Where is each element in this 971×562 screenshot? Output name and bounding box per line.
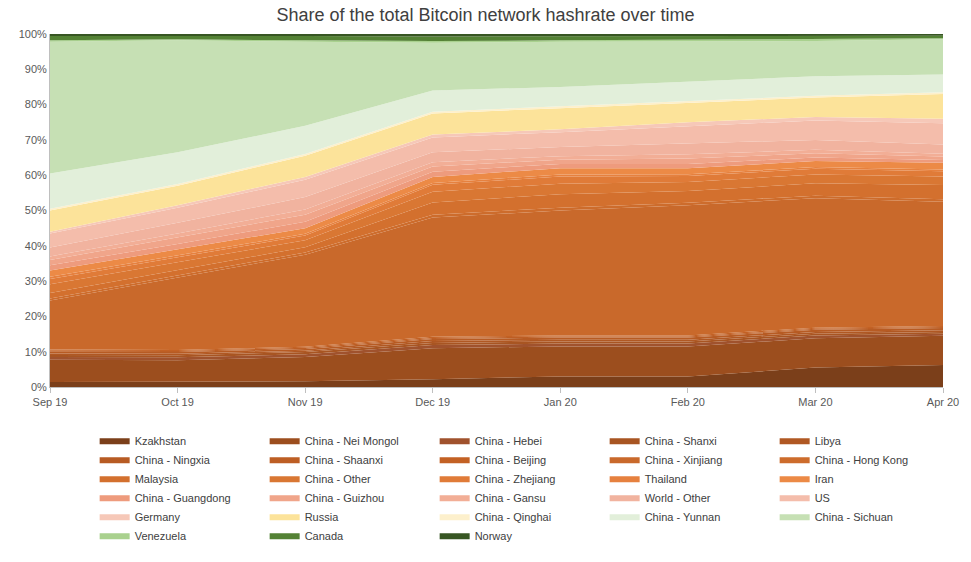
svg-text:Venezuela: Venezuela [135,530,187,542]
svg-text:Canada: Canada [305,530,344,542]
svg-text:Russia: Russia [305,511,340,523]
svg-text:Kzakhstan: Kzakhstan [135,435,186,447]
svg-text:China - Shanxi: China - Shanxi [645,435,717,447]
svg-text:China - Yunnan: China - Yunnan [645,511,721,523]
svg-text:Iran: Iran [815,473,834,485]
svg-text:China - Xinjiang: China - Xinjiang [645,454,723,466]
svg-text:60%: 60% [25,169,47,181]
svg-text:China - Qinghai: China - Qinghai [475,511,551,523]
svg-text:Malaysia: Malaysia [135,473,179,485]
svg-text:Thailand: Thailand [645,473,687,485]
svg-text:China - Hebei: China - Hebei [475,435,542,447]
svg-text:China - Shaanxi: China - Shaanxi [305,454,383,466]
svg-text:China - Hong Kong: China - Hong Kong [815,454,909,466]
svg-text:China - Beijing: China - Beijing [475,454,547,466]
svg-text:China - Ningxia: China - Ningxia [135,454,211,466]
svg-text:90%: 90% [25,63,47,75]
svg-text:China - Nei Mongol: China - Nei Mongol [305,435,399,447]
svg-text:70%: 70% [25,134,47,146]
svg-text:Norway: Norway [475,530,513,542]
svg-text:Sep 19: Sep 19 [33,396,68,408]
svg-text:50%: 50% [25,204,47,216]
svg-text:China - Sichuan: China - Sichuan [815,511,893,523]
svg-text:Jan 20: Jan 20 [544,396,577,408]
svg-text:World - Other: World - Other [645,492,711,504]
svg-text:Libya: Libya [815,435,842,447]
svg-text:Oct 19: Oct 19 [161,396,193,408]
svg-text:China - Guizhou: China - Guizhou [305,492,385,504]
svg-text:0%: 0% [31,381,47,393]
svg-text:US: US [815,492,830,504]
svg-text:100%: 100% [19,28,47,40]
svg-text:10%: 10% [25,346,47,358]
svg-text:Apr 20: Apr 20 [927,396,959,408]
svg-text:Germany: Germany [135,511,181,523]
svg-text:Feb 20: Feb 20 [671,396,705,408]
svg-text:20%: 20% [25,310,47,322]
svg-text:30%: 30% [25,275,47,287]
svg-text:Mar 20: Mar 20 [798,396,832,408]
svg-text:China - Other: China - Other [305,473,371,485]
svg-text:China - Zhejiang: China - Zhejiang [475,473,556,485]
svg-text:80%: 80% [25,98,47,110]
svg-text:Nov 19: Nov 19 [288,396,323,408]
svg-text:China - Gansu: China - Gansu [475,492,546,504]
svg-text:40%: 40% [25,240,47,252]
svg-text:Share of the total Bitcoin net: Share of the total Bitcoin network hashr… [276,5,694,25]
svg-text:Dec 19: Dec 19 [415,396,450,408]
svg-text:China - Guangdong: China - Guangdong [135,492,231,504]
